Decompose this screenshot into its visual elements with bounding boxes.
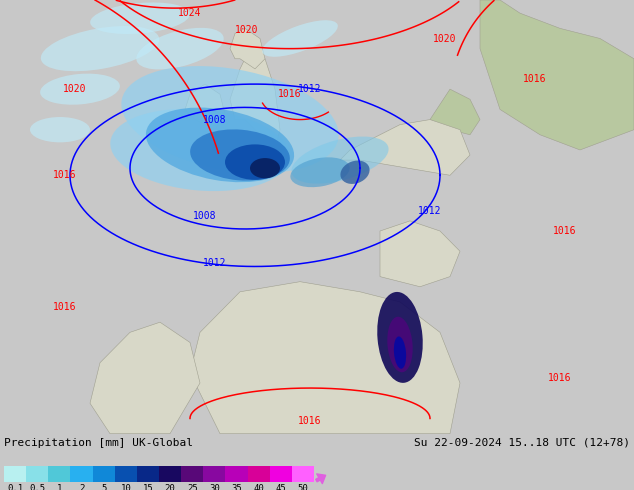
Polygon shape xyxy=(430,89,480,135)
Text: 5: 5 xyxy=(101,484,107,490)
Ellipse shape xyxy=(262,20,338,57)
Text: 0.5: 0.5 xyxy=(29,484,45,490)
Text: 1008: 1008 xyxy=(193,211,217,221)
Text: 15: 15 xyxy=(143,484,153,490)
Bar xyxy=(226,466,247,482)
Bar xyxy=(4,466,26,482)
Text: 10: 10 xyxy=(120,484,131,490)
Text: 1012: 1012 xyxy=(418,206,442,216)
Ellipse shape xyxy=(290,157,349,187)
Text: 0.1: 0.1 xyxy=(7,484,23,490)
Text: 50: 50 xyxy=(297,484,308,490)
Text: 25: 25 xyxy=(187,484,198,490)
Bar xyxy=(159,466,181,482)
Text: 1008: 1008 xyxy=(204,115,227,124)
Ellipse shape xyxy=(40,74,120,105)
Text: 1016: 1016 xyxy=(278,89,302,99)
Bar xyxy=(247,466,269,482)
Text: 1016: 1016 xyxy=(53,171,77,180)
Text: 1016: 1016 xyxy=(548,373,572,383)
Text: Precipitation [mm] UK-Global: Precipitation [mm] UK-Global xyxy=(4,438,193,448)
Text: 1020: 1020 xyxy=(235,25,259,35)
Text: 1016: 1016 xyxy=(553,226,577,236)
Ellipse shape xyxy=(41,26,159,71)
Bar xyxy=(70,466,93,482)
Text: 1016: 1016 xyxy=(298,416,321,426)
Bar xyxy=(204,466,226,482)
Ellipse shape xyxy=(121,66,339,173)
Bar xyxy=(48,466,70,482)
Text: 1016: 1016 xyxy=(523,74,547,84)
Bar xyxy=(93,466,115,482)
Text: 1020: 1020 xyxy=(433,33,456,44)
Polygon shape xyxy=(185,84,225,130)
Text: 1020: 1020 xyxy=(63,84,87,94)
Ellipse shape xyxy=(394,337,406,369)
Ellipse shape xyxy=(340,161,370,184)
Ellipse shape xyxy=(377,292,423,383)
Bar xyxy=(292,466,314,482)
Text: 1016: 1016 xyxy=(53,302,77,312)
Ellipse shape xyxy=(387,317,413,372)
Polygon shape xyxy=(380,221,460,287)
Ellipse shape xyxy=(190,129,290,181)
Ellipse shape xyxy=(225,145,285,180)
Bar xyxy=(115,466,137,482)
Polygon shape xyxy=(190,282,460,434)
Bar xyxy=(26,466,48,482)
Ellipse shape xyxy=(292,137,389,184)
Ellipse shape xyxy=(250,158,280,178)
Ellipse shape xyxy=(30,117,90,143)
Polygon shape xyxy=(480,0,634,150)
Text: 2: 2 xyxy=(79,484,84,490)
Bar xyxy=(269,466,292,482)
Bar xyxy=(181,466,204,482)
Ellipse shape xyxy=(146,107,294,182)
Ellipse shape xyxy=(136,28,224,70)
Text: 20: 20 xyxy=(165,484,176,490)
Text: 30: 30 xyxy=(209,484,220,490)
Polygon shape xyxy=(340,120,470,175)
Bar xyxy=(137,466,159,482)
Text: 1012: 1012 xyxy=(298,84,321,94)
Ellipse shape xyxy=(110,109,290,191)
Polygon shape xyxy=(230,49,280,150)
Polygon shape xyxy=(230,28,265,69)
Ellipse shape xyxy=(90,2,190,34)
Text: 1012: 1012 xyxy=(204,258,227,269)
Text: 45: 45 xyxy=(275,484,286,490)
Text: Su 22-09-2024 15..18 UTC (12+78): Su 22-09-2024 15..18 UTC (12+78) xyxy=(414,438,630,448)
Text: 35: 35 xyxy=(231,484,242,490)
Text: 1: 1 xyxy=(56,484,62,490)
Polygon shape xyxy=(90,322,200,434)
Text: 1024: 1024 xyxy=(178,8,202,18)
Text: 40: 40 xyxy=(253,484,264,490)
